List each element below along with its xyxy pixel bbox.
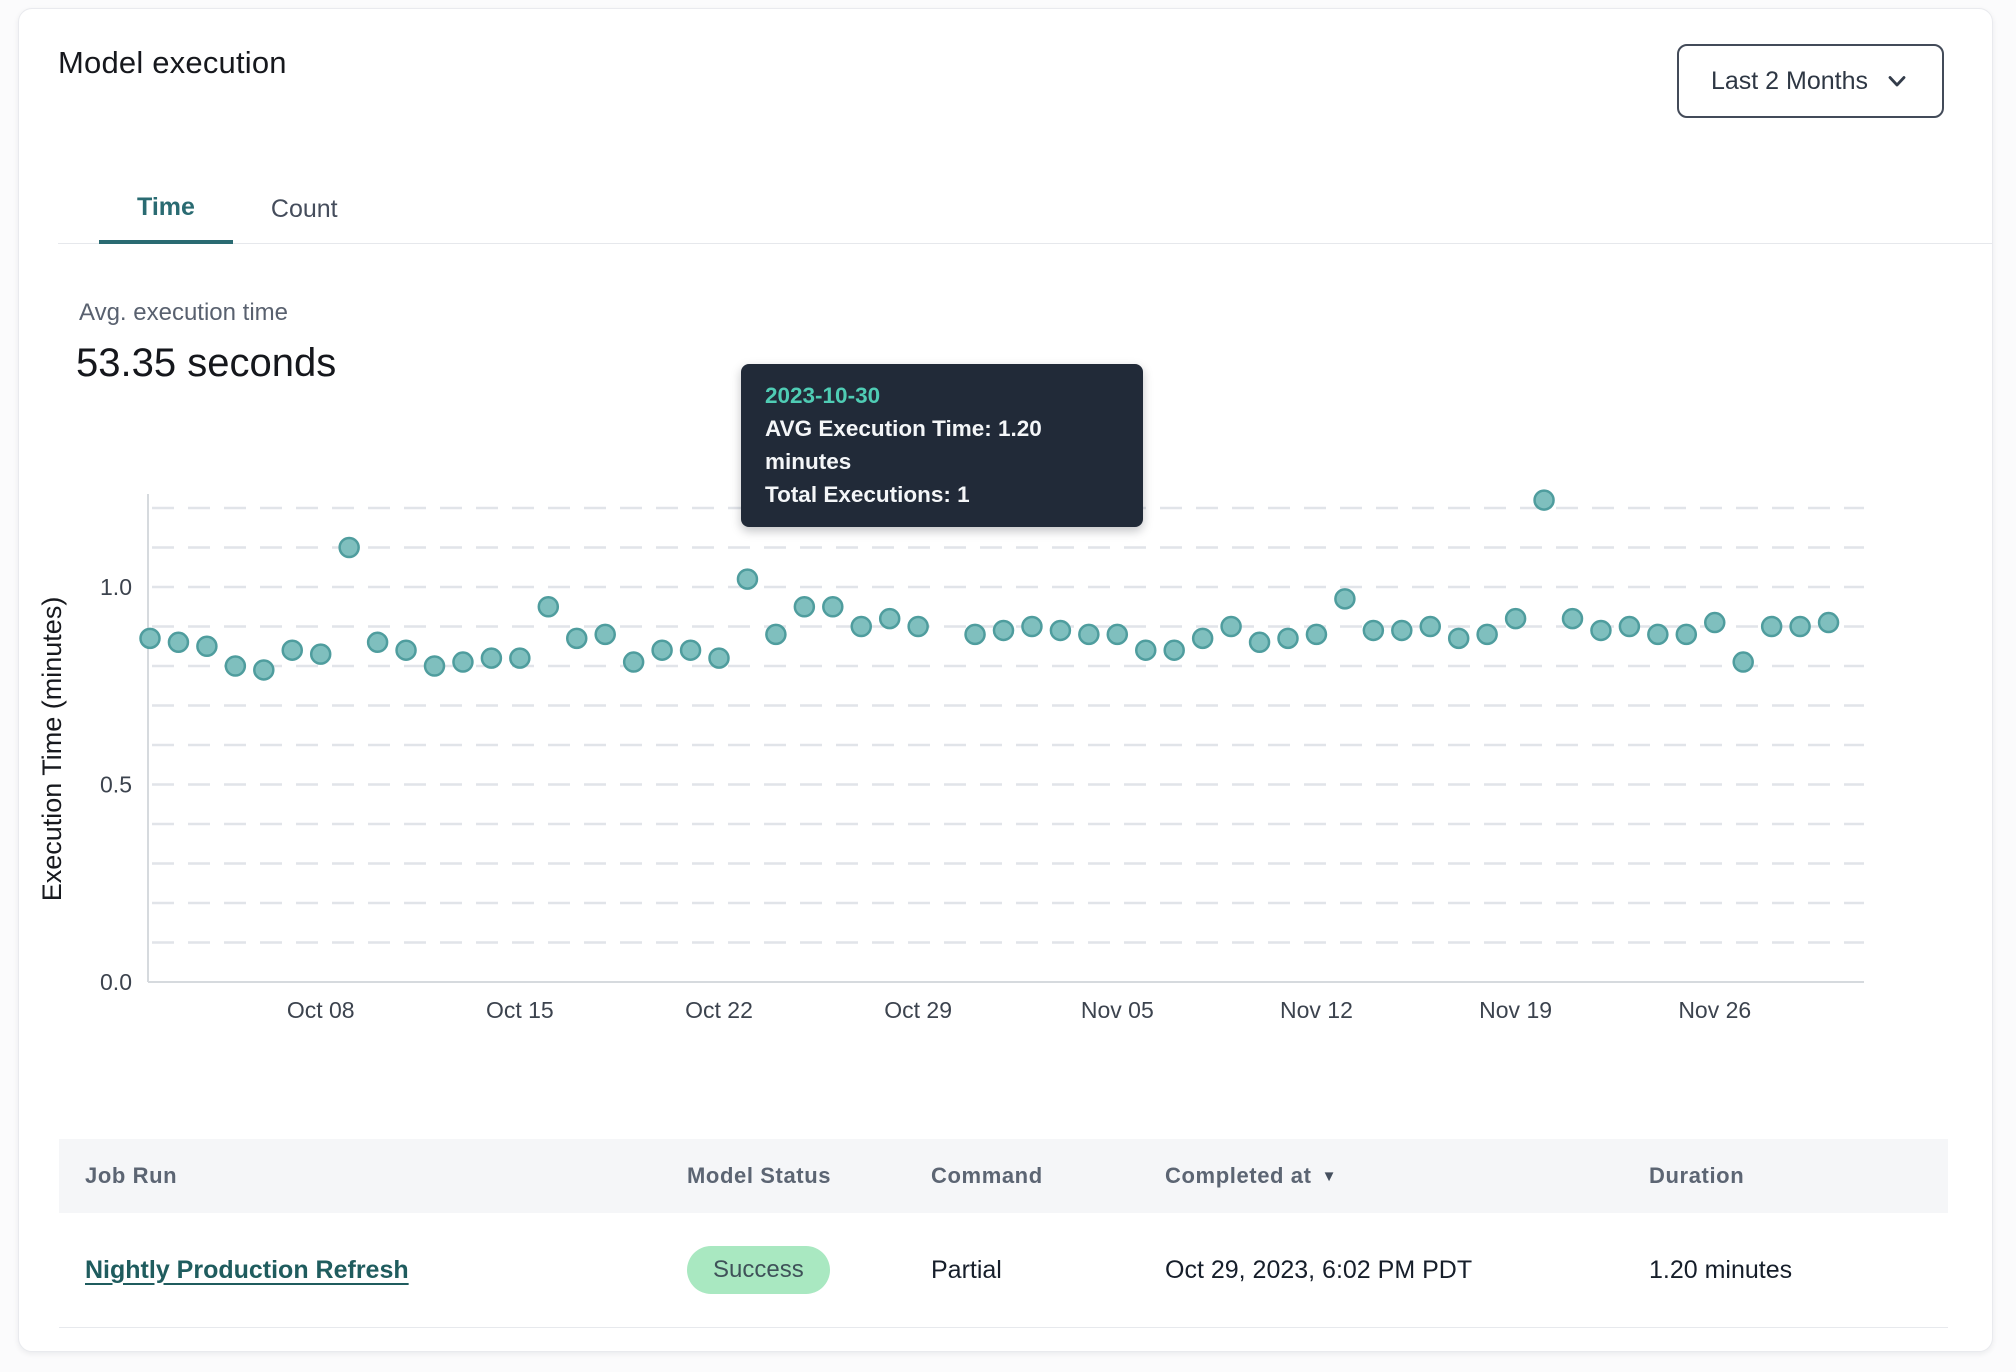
data-point[interactable] bbox=[1817, 611, 1840, 634]
x-tick-label: Nov 19 bbox=[1479, 997, 1552, 1023]
data-point[interactable] bbox=[196, 635, 218, 657]
tab-count[interactable]: Count bbox=[270, 194, 338, 223]
column-header-duration: Duration bbox=[1649, 1163, 1745, 1188]
data-point[interactable] bbox=[1419, 615, 1441, 638]
data-point[interactable] bbox=[167, 631, 190, 654]
job-run-link[interactable]: Nightly Production Refresh bbox=[85, 1255, 409, 1284]
data-point[interactable] bbox=[1334, 588, 1356, 610]
column-header-job-run: Job Run bbox=[85, 1163, 178, 1188]
data-point[interactable] bbox=[1305, 623, 1328, 646]
data-point[interactable] bbox=[1135, 639, 1157, 661]
data-point[interactable] bbox=[1248, 631, 1271, 654]
data-point[interactable] bbox=[708, 647, 730, 669]
sort-descending-icon[interactable]: ▼ bbox=[1321, 1167, 1338, 1185]
data-point[interactable] bbox=[1732, 651, 1754, 673]
data-point[interactable] bbox=[765, 623, 787, 646]
data-point[interactable] bbox=[1049, 619, 1072, 642]
data-point[interactable] bbox=[1021, 615, 1043, 638]
x-tick-label: Oct 08 bbox=[287, 997, 355, 1023]
data-point[interactable] bbox=[537, 596, 560, 618]
avg-execution-time-label: Avg. execution time bbox=[79, 299, 289, 326]
data-point[interactable] bbox=[309, 643, 332, 665]
data-point[interactable] bbox=[1220, 615, 1242, 638]
data-point[interactable] bbox=[736, 568, 759, 590]
data-point[interactable] bbox=[1476, 623, 1498, 646]
chart-tabs: Time Count bbox=[58, 174, 1992, 244]
tooltip-avg-execution: AVG Execution Time: 1.20 minutes bbox=[765, 416, 1042, 474]
date-range-dropdown[interactable]: Last 2 Months bbox=[1677, 44, 1944, 118]
column-header-command: Command bbox=[931, 1163, 1043, 1188]
data-point[interactable] bbox=[1533, 489, 1555, 511]
tab-time[interactable]: Time bbox=[99, 174, 233, 244]
data-point[interactable] bbox=[594, 623, 616, 646]
data-point[interactable] bbox=[480, 647, 503, 669]
x-tick-label: Oct 22 bbox=[685, 997, 753, 1023]
table-header: Job Run Model Status Command Completed a… bbox=[59, 1139, 1948, 1213]
data-point[interactable] bbox=[878, 607, 901, 630]
model-execution-card: Model execution Last 2 Months Time Count… bbox=[18, 8, 1993, 1352]
data-point[interactable] bbox=[1277, 627, 1299, 650]
column-header-model-status: Model Status bbox=[687, 1163, 832, 1188]
data-point[interactable] bbox=[566, 627, 588, 650]
data-point[interactable] bbox=[1106, 623, 1129, 646]
command-value: Partial bbox=[931, 1255, 1002, 1284]
duration-value: 1.20 minutes bbox=[1649, 1255, 1793, 1284]
data-point[interactable] bbox=[793, 596, 816, 618]
date-range-label: Last 2 Months bbox=[1710, 66, 1869, 95]
y-axis-title: Execution Time (minutes) bbox=[37, 597, 67, 902]
x-tick-label: Nov 12 bbox=[1280, 997, 1353, 1023]
data-point[interactable] bbox=[509, 647, 531, 669]
data-point[interactable] bbox=[224, 655, 247, 677]
y-tick-label: 0.0 bbox=[100, 969, 132, 995]
tooltip-total-executions: Total Executions: 1 bbox=[765, 482, 970, 507]
tooltip-date: 2023-10-30 bbox=[765, 383, 881, 408]
data-point[interactable] bbox=[622, 651, 645, 673]
data-point[interactable] bbox=[1362, 619, 1385, 642]
y-tick-label: 0.5 bbox=[100, 772, 132, 798]
data-point[interactable] bbox=[992, 619, 1015, 642]
data-point[interactable] bbox=[679, 639, 702, 661]
data-point[interactable] bbox=[1590, 619, 1612, 642]
data-point[interactable] bbox=[1675, 623, 1698, 646]
data-point[interactable] bbox=[822, 596, 844, 618]
column-header-completed-at[interactable]: Completed at ▼ bbox=[1165, 1163, 1338, 1188]
data-point[interactable] bbox=[1447, 627, 1470, 650]
y-tick-label: 1.0 bbox=[100, 574, 132, 600]
data-point[interactable] bbox=[366, 631, 389, 654]
data-point[interactable] bbox=[1618, 615, 1641, 638]
data-point[interactable] bbox=[1191, 627, 1214, 650]
x-tick-label: Nov 05 bbox=[1081, 997, 1154, 1023]
page-title: Model execution bbox=[58, 45, 287, 80]
x-tick-label: Nov 26 bbox=[1678, 997, 1751, 1023]
x-tick-label: Oct 15 bbox=[486, 997, 554, 1023]
x-tick-label: Oct 29 bbox=[884, 997, 952, 1023]
execution-time-scatter-chart: 0.0 0.5 1.0 Oct 08 Oct 15 Oct 22 Oct 29 Nov 05 N… bbox=[37, 489, 1864, 1023]
data-point[interactable] bbox=[1760, 615, 1783, 638]
data-point[interactable] bbox=[1504, 607, 1527, 630]
data-point[interactable] bbox=[850, 615, 872, 638]
completed-at-value: Oct 29, 2023, 6:02 PM PDT bbox=[1165, 1255, 1473, 1284]
data-point[interactable] bbox=[1704, 611, 1726, 634]
chart-tooltip: 2023-10-30 AVG Execution Time: 1.20 minu… bbox=[741, 364, 1143, 527]
data-point[interactable] bbox=[1647, 623, 1669, 646]
data-point[interactable] bbox=[1391, 619, 1413, 642]
data-point[interactable] bbox=[281, 639, 303, 661]
data-point[interactable] bbox=[1163, 639, 1185, 661]
data-point[interactable] bbox=[253, 659, 275, 681]
data-point[interactable] bbox=[1789, 615, 1811, 638]
data-point[interactable] bbox=[423, 655, 446, 677]
data-point[interactable] bbox=[395, 639, 417, 661]
data-point[interactable] bbox=[651, 639, 673, 661]
data-point[interactable] bbox=[338, 536, 360, 559]
data-point[interactable] bbox=[907, 615, 929, 638]
table-row: Nightly Production Refresh Success Parti… bbox=[59, 1213, 1948, 1328]
data-point[interactable] bbox=[1561, 607, 1584, 630]
chevron-down-icon bbox=[1888, 76, 1906, 87]
data-point[interactable] bbox=[964, 623, 986, 646]
data-point[interactable] bbox=[139, 627, 161, 650]
data-point[interactable] bbox=[452, 651, 474, 673]
data-point[interactable] bbox=[1078, 623, 1100, 646]
status-badge: Success bbox=[687, 1246, 830, 1294]
avg-execution-time-value: 53.35 seconds bbox=[76, 341, 337, 385]
